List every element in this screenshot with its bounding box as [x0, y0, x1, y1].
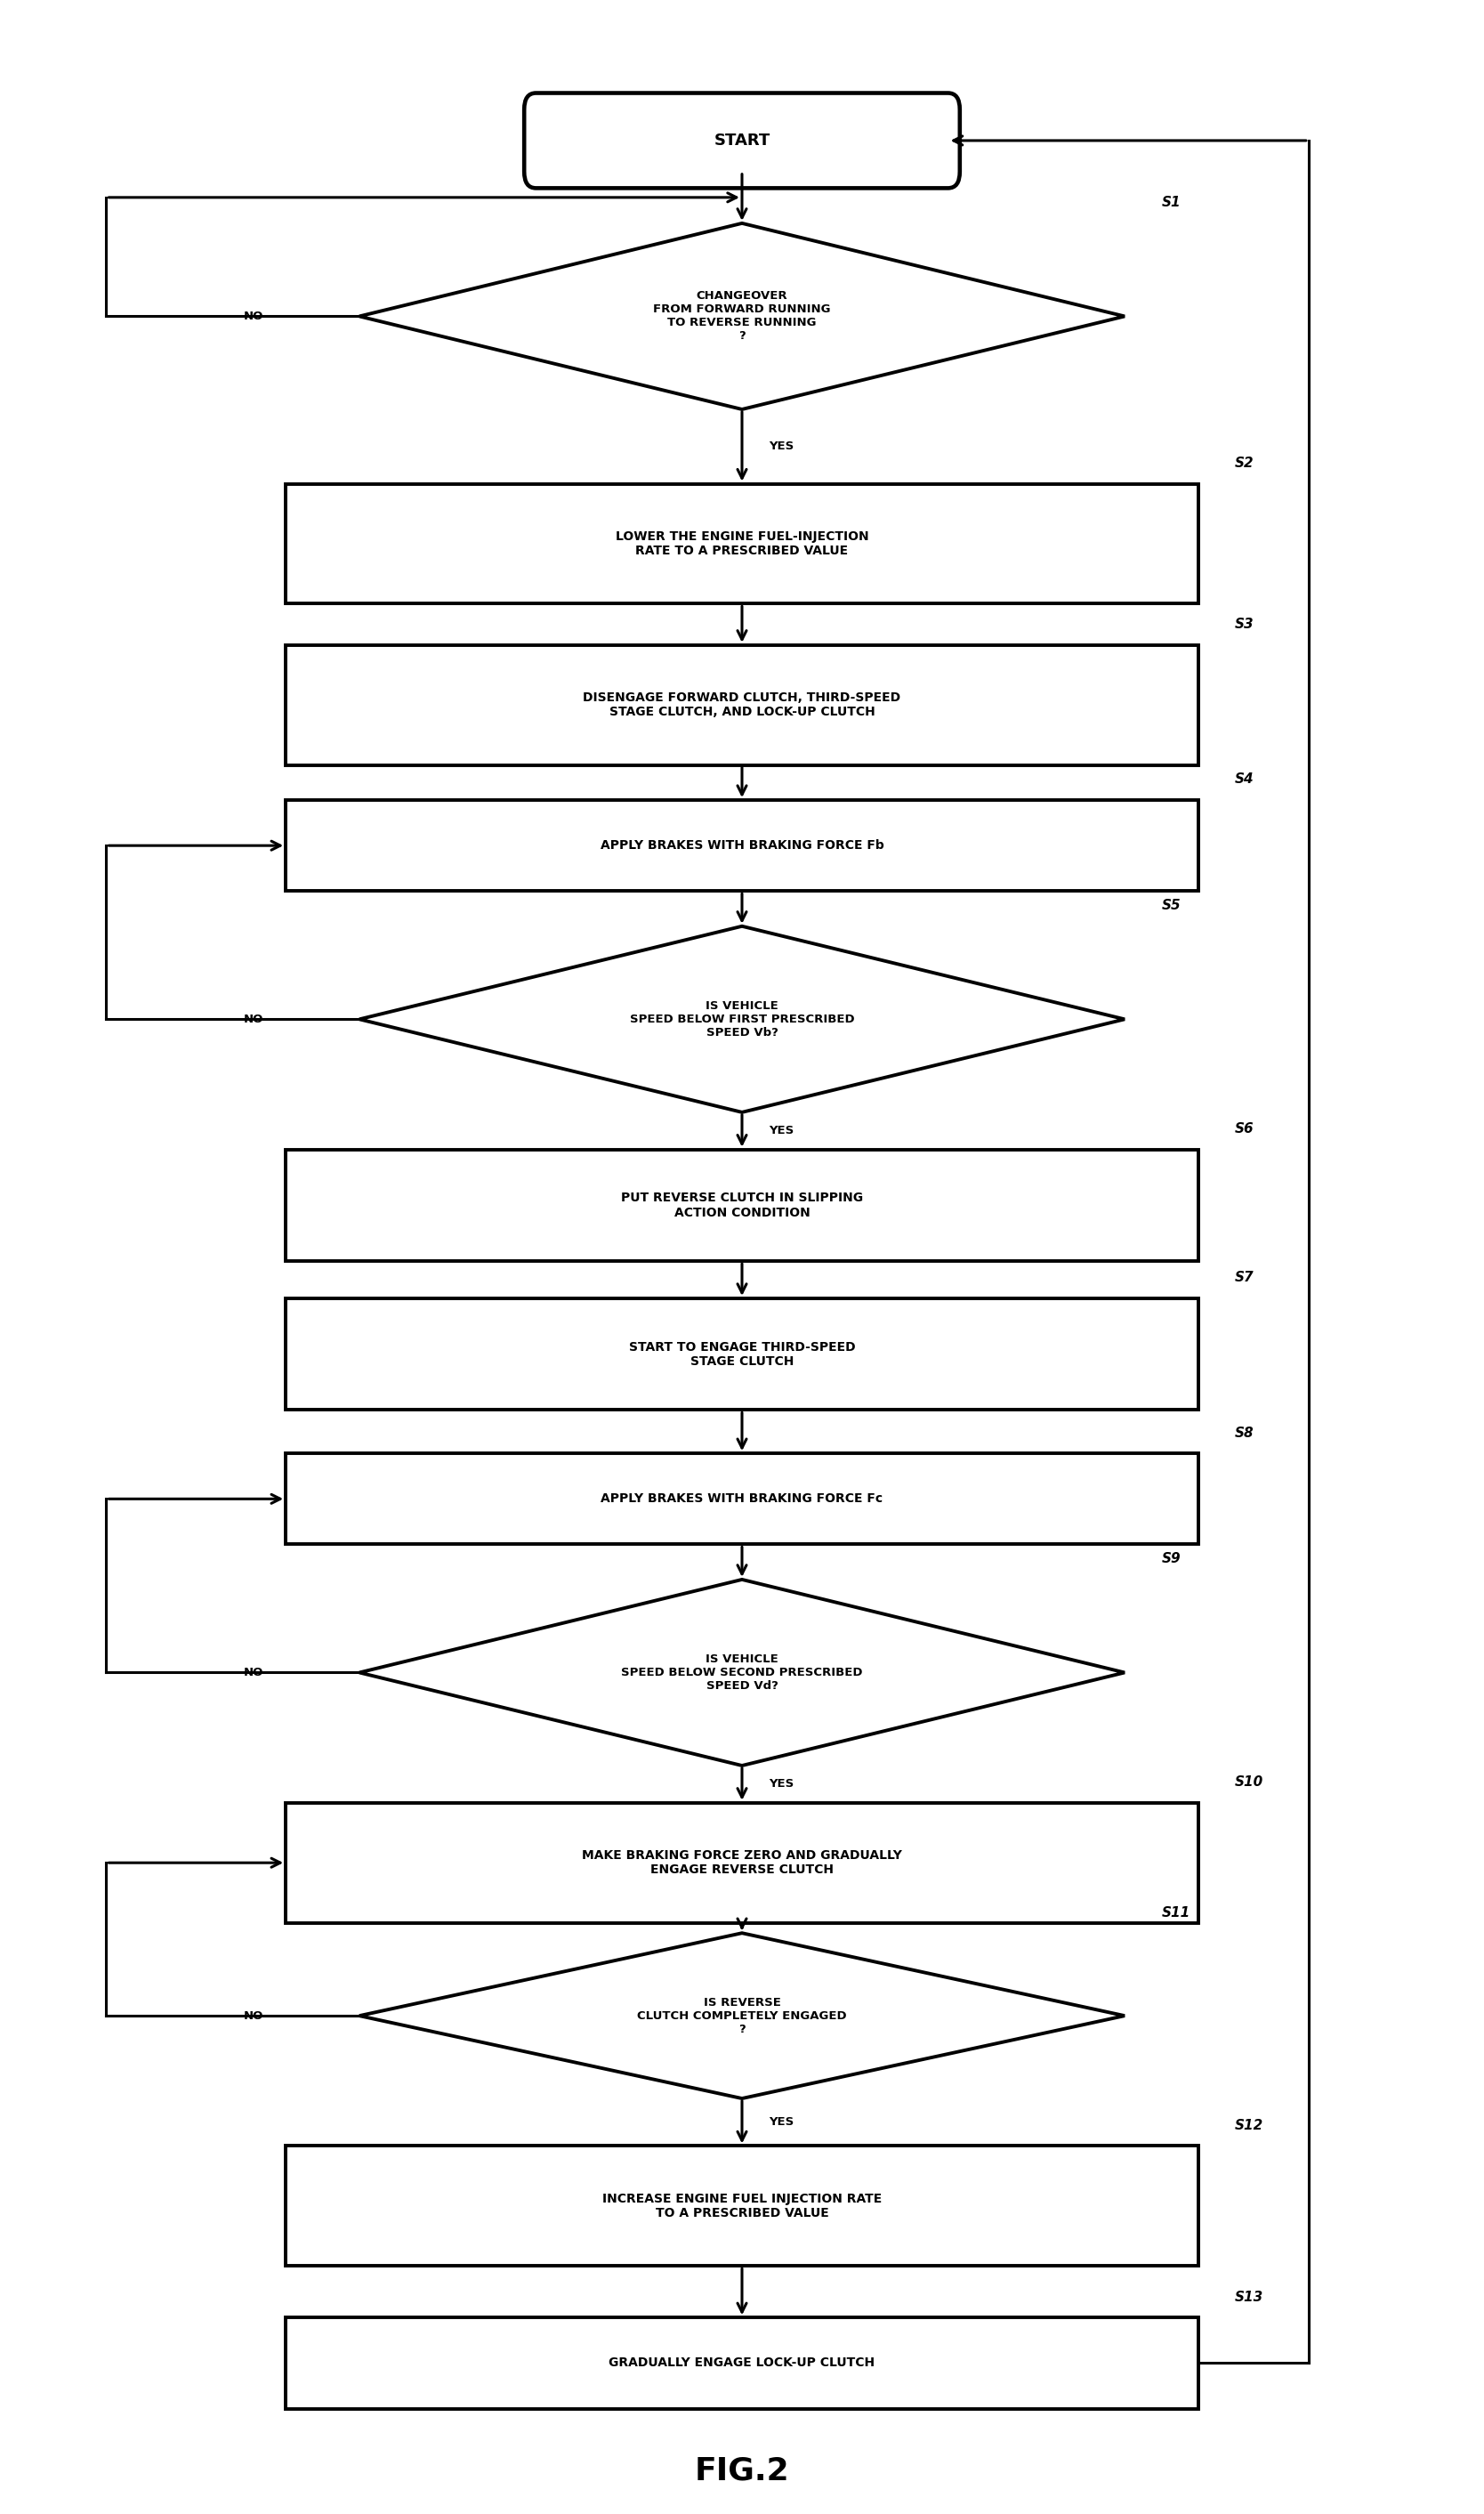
Text: NO: NO	[243, 1667, 263, 1679]
Text: NO: NO	[243, 1013, 263, 1026]
Text: IS VEHICLE
SPEED BELOW SECOND PRESCRIBED
SPEED Vd?: IS VEHICLE SPEED BELOW SECOND PRESCRIBED…	[622, 1654, 862, 1692]
Text: YES: YES	[769, 1777, 794, 1790]
Bar	[286, 2147, 1198, 2265]
Polygon shape	[359, 925, 1125, 1111]
Text: NO: NO	[243, 312, 263, 322]
Text: S5: S5	[1162, 900, 1181, 913]
Text: IS REVERSE
CLUTCH COMPLETELY ENGAGED
?: IS REVERSE CLUTCH COMPLETELY ENGAGED ?	[637, 1996, 847, 2034]
Text: IS VEHICLE
SPEED BELOW FIRST PRESCRIBED
SPEED Vb?: IS VEHICLE SPEED BELOW FIRST PRESCRIBED …	[629, 1001, 855, 1038]
Text: APPLY BRAKES WITH BRAKING FORCE Fc: APPLY BRAKES WITH BRAKING FORCE Fc	[601, 1493, 883, 1506]
Text: PUT REVERSE CLUTCH IN SLIPPING
ACTION CONDITION: PUT REVERSE CLUTCH IN SLIPPING ACTION CO…	[620, 1192, 864, 1219]
Bar	[286, 646, 1198, 764]
Text: S3: S3	[1235, 618, 1254, 631]
FancyBboxPatch shape	[524, 93, 960, 189]
Text: YES: YES	[769, 1126, 794, 1136]
Text: S10: S10	[1235, 1775, 1264, 1790]
Text: S1: S1	[1162, 196, 1181, 209]
Bar	[286, 1297, 1198, 1410]
Text: CHANGEOVER
FROM FORWARD RUNNING
TO REVERSE RUNNING
?: CHANGEOVER FROM FORWARD RUNNING TO REVER…	[653, 292, 831, 342]
Text: S2: S2	[1235, 458, 1254, 470]
Text: YES: YES	[769, 440, 794, 453]
Polygon shape	[359, 1579, 1125, 1765]
Bar	[286, 1149, 1198, 1262]
Text: MAKE BRAKING FORCE ZERO AND GRADUALLY
ENGAGE REVERSE CLUTCH: MAKE BRAKING FORCE ZERO AND GRADUALLY EN…	[582, 1850, 902, 1875]
Text: APPLY BRAKES WITH BRAKING FORCE Fb: APPLY BRAKES WITH BRAKING FORCE Fb	[600, 840, 884, 852]
Text: S12: S12	[1235, 2119, 1264, 2132]
Bar	[286, 1803, 1198, 1923]
Text: INCREASE ENGINE FUEL INJECTION RATE
TO A PRESCRIBED VALUE: INCREASE ENGINE FUEL INJECTION RATE TO A…	[603, 2192, 881, 2220]
Text: DISENGAGE FORWARD CLUTCH, THIRD-SPEED
STAGE CLUTCH, AND LOCK-UP CLUTCH: DISENGAGE FORWARD CLUTCH, THIRD-SPEED ST…	[583, 691, 901, 719]
Bar	[286, 799, 1198, 890]
Text: START TO ENGAGE THIRD-SPEED
STAGE CLUTCH: START TO ENGAGE THIRD-SPEED STAGE CLUTCH	[629, 1340, 855, 1368]
Text: S7: S7	[1235, 1272, 1254, 1285]
Text: S11: S11	[1162, 1906, 1190, 1918]
Text: NO: NO	[243, 2011, 263, 2021]
Polygon shape	[359, 224, 1125, 410]
Text: S4: S4	[1235, 772, 1254, 787]
Bar	[286, 1453, 1198, 1544]
Text: S6: S6	[1235, 1121, 1254, 1136]
Text: S13: S13	[1235, 2290, 1264, 2303]
Bar	[286, 483, 1198, 603]
Bar	[286, 2318, 1198, 2408]
Text: GRADUALLY ENGAGE LOCK-UP CLUTCH: GRADUALLY ENGAGE LOCK-UP CLUTCH	[608, 2356, 876, 2368]
Polygon shape	[359, 1933, 1125, 2099]
Text: FIG.2: FIG.2	[695, 2456, 789, 2486]
Text: START: START	[714, 133, 770, 148]
Text: LOWER THE ENGINE FUEL-INJECTION
RATE TO A PRESCRIBED VALUE: LOWER THE ENGINE FUEL-INJECTION RATE TO …	[616, 530, 868, 558]
Text: YES: YES	[769, 2117, 794, 2127]
Text: S9: S9	[1162, 1551, 1181, 1566]
Text: S8: S8	[1235, 1425, 1254, 1441]
